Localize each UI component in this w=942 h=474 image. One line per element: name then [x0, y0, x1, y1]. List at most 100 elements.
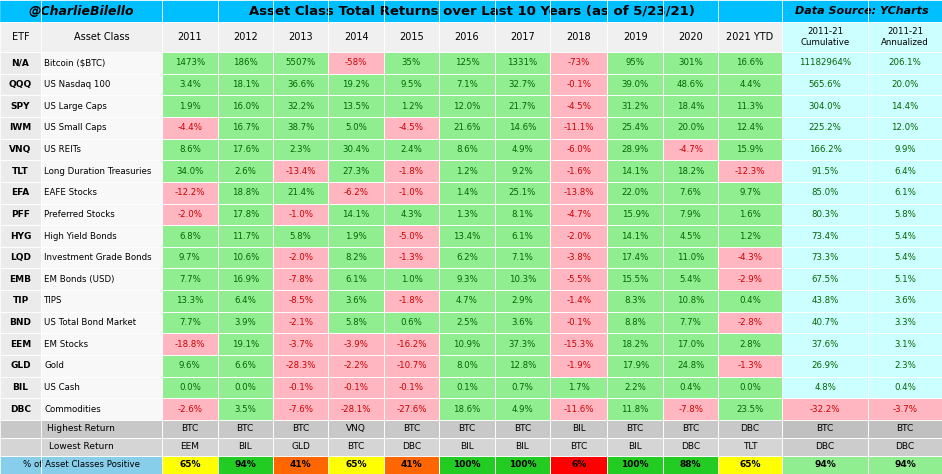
FancyBboxPatch shape — [218, 73, 273, 95]
Text: 36.6%: 36.6% — [287, 80, 315, 89]
Text: 18.2%: 18.2% — [622, 340, 649, 349]
FancyBboxPatch shape — [41, 117, 162, 138]
Text: US Total Bond Market: US Total Bond Market — [44, 318, 137, 327]
FancyBboxPatch shape — [273, 333, 329, 355]
FancyBboxPatch shape — [608, 438, 663, 456]
FancyBboxPatch shape — [719, 420, 782, 438]
FancyBboxPatch shape — [273, 355, 329, 377]
Text: 94%: 94% — [235, 461, 256, 470]
FancyBboxPatch shape — [383, 355, 439, 377]
FancyBboxPatch shape — [383, 117, 439, 138]
Text: -4.5%: -4.5% — [399, 123, 424, 132]
FancyBboxPatch shape — [439, 225, 495, 247]
Text: 2015: 2015 — [399, 32, 424, 42]
FancyBboxPatch shape — [329, 22, 383, 52]
Text: 2011-21
Annualized: 2011-21 Annualized — [881, 27, 929, 47]
FancyBboxPatch shape — [869, 398, 942, 420]
Text: 5.0%: 5.0% — [345, 123, 367, 132]
Text: 3.3%: 3.3% — [894, 318, 916, 327]
FancyBboxPatch shape — [782, 247, 869, 268]
FancyBboxPatch shape — [383, 377, 439, 398]
FancyBboxPatch shape — [719, 398, 782, 420]
FancyBboxPatch shape — [782, 420, 869, 438]
FancyBboxPatch shape — [550, 182, 608, 203]
Text: 6.2%: 6.2% — [456, 253, 478, 262]
Text: 16.7%: 16.7% — [232, 123, 259, 132]
Text: 17.4%: 17.4% — [622, 253, 649, 262]
Text: PFF: PFF — [11, 210, 30, 219]
FancyBboxPatch shape — [719, 333, 782, 355]
FancyBboxPatch shape — [495, 22, 550, 52]
FancyBboxPatch shape — [162, 268, 218, 290]
Text: -2.1%: -2.1% — [288, 318, 313, 327]
Text: Bitcoin ($BTC): Bitcoin ($BTC) — [44, 58, 106, 67]
Text: 301%: 301% — [678, 58, 703, 67]
Text: DBC: DBC — [740, 425, 759, 434]
FancyBboxPatch shape — [218, 117, 273, 138]
Text: 2011-21
Cumulative: 2011-21 Cumulative — [801, 27, 850, 47]
Text: -28.1%: -28.1% — [341, 405, 371, 414]
FancyBboxPatch shape — [663, 438, 719, 456]
FancyBboxPatch shape — [162, 95, 218, 117]
Text: TLT: TLT — [12, 166, 29, 175]
Text: DBC: DBC — [681, 443, 700, 452]
Text: 1.2%: 1.2% — [400, 101, 422, 110]
Text: US Large Caps: US Large Caps — [44, 101, 107, 110]
FancyBboxPatch shape — [869, 160, 942, 182]
FancyBboxPatch shape — [329, 73, 383, 95]
Text: 15.9%: 15.9% — [622, 210, 649, 219]
FancyBboxPatch shape — [782, 117, 869, 138]
Text: -4.3%: -4.3% — [738, 253, 763, 262]
Text: 1.9%: 1.9% — [179, 101, 201, 110]
Text: BTC: BTC — [292, 425, 309, 434]
FancyBboxPatch shape — [383, 52, 439, 73]
FancyBboxPatch shape — [329, 182, 383, 203]
FancyBboxPatch shape — [869, 420, 942, 438]
Text: 8.8%: 8.8% — [625, 318, 646, 327]
Text: 37.6%: 37.6% — [811, 340, 838, 349]
FancyBboxPatch shape — [782, 290, 869, 312]
FancyBboxPatch shape — [0, 225, 41, 247]
Text: 1473%: 1473% — [174, 58, 205, 67]
Text: 31.2%: 31.2% — [622, 101, 649, 110]
Text: -2.9%: -2.9% — [738, 275, 762, 284]
Text: 4.3%: 4.3% — [400, 210, 422, 219]
FancyBboxPatch shape — [550, 52, 608, 73]
FancyBboxPatch shape — [0, 312, 41, 333]
FancyBboxPatch shape — [439, 377, 495, 398]
FancyBboxPatch shape — [383, 225, 439, 247]
Text: 85.0%: 85.0% — [811, 188, 838, 197]
Text: 9.3%: 9.3% — [456, 275, 478, 284]
Text: 6.6%: 6.6% — [235, 361, 256, 370]
FancyBboxPatch shape — [719, 203, 782, 225]
Text: 166.2%: 166.2% — [808, 145, 841, 154]
FancyBboxPatch shape — [329, 117, 383, 138]
FancyBboxPatch shape — [869, 312, 942, 333]
Text: 14.4%: 14.4% — [891, 101, 918, 110]
FancyBboxPatch shape — [869, 117, 942, 138]
Text: 6.4%: 6.4% — [894, 166, 916, 175]
FancyBboxPatch shape — [719, 117, 782, 138]
FancyBboxPatch shape — [719, 456, 782, 474]
FancyBboxPatch shape — [550, 312, 608, 333]
Text: 565.6%: 565.6% — [808, 80, 841, 89]
Text: 10.6%: 10.6% — [232, 253, 259, 262]
FancyBboxPatch shape — [550, 117, 608, 138]
Text: 43.8%: 43.8% — [811, 296, 838, 305]
Text: BIL: BIL — [572, 425, 586, 434]
Text: 25.4%: 25.4% — [622, 123, 649, 132]
FancyBboxPatch shape — [218, 22, 273, 52]
FancyBboxPatch shape — [495, 268, 550, 290]
FancyBboxPatch shape — [663, 290, 719, 312]
FancyBboxPatch shape — [608, 247, 663, 268]
Text: 5.8%: 5.8% — [894, 210, 916, 219]
Text: DBC: DBC — [10, 405, 31, 414]
Text: -0.1%: -0.1% — [566, 80, 592, 89]
FancyBboxPatch shape — [782, 203, 869, 225]
FancyBboxPatch shape — [495, 138, 550, 160]
FancyBboxPatch shape — [608, 52, 663, 73]
FancyBboxPatch shape — [218, 225, 273, 247]
FancyBboxPatch shape — [719, 52, 782, 73]
Text: 0.0%: 0.0% — [235, 383, 256, 392]
FancyBboxPatch shape — [162, 52, 218, 73]
